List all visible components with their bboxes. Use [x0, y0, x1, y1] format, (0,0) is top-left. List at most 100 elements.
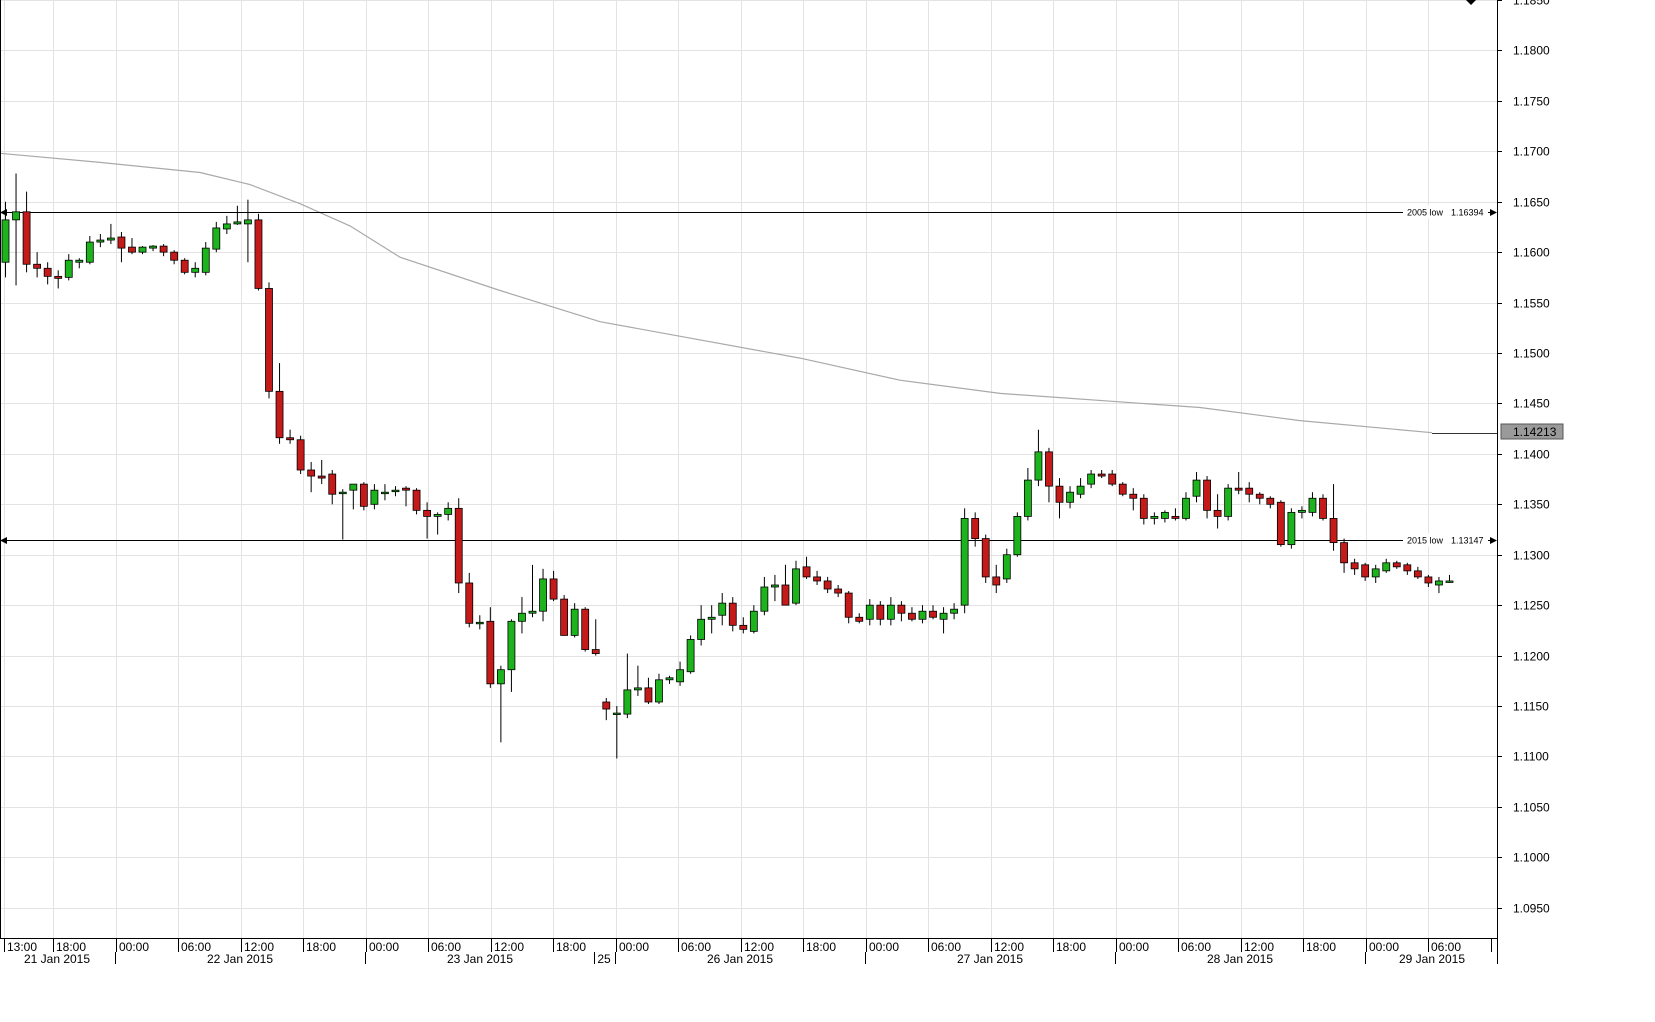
candle[interactable]	[338, 489, 347, 540]
candle[interactable]	[929, 605, 937, 620]
candle[interactable]	[1255, 492, 1264, 505]
candle[interactable]	[454, 498, 463, 594]
candle[interactable]	[865, 599, 874, 626]
candle[interactable]	[296, 435, 305, 475]
candle[interactable]	[1308, 492, 1317, 517]
candle[interactable]	[370, 484, 379, 510]
candle[interactable]	[1097, 470, 1106, 479]
candle[interactable]	[170, 250, 179, 265]
candle[interactable]	[802, 556, 811, 579]
candle[interactable]	[212, 221, 221, 253]
candle[interactable]	[676, 661, 684, 686]
candle[interactable]	[697, 605, 706, 646]
candle[interactable]	[381, 484, 389, 501]
candle[interactable]	[1150, 512, 1159, 525]
candle[interactable]	[254, 213, 263, 291]
candle[interactable]	[1445, 574, 1454, 583]
candle[interactable]	[1076, 478, 1085, 499]
candle[interactable]	[486, 607, 495, 688]
candle[interactable]	[507, 619, 516, 692]
candle[interactable]	[549, 570, 558, 602]
candle[interactable]	[22, 191, 31, 273]
candle[interactable]	[1161, 510, 1169, 523]
candle[interactable]	[1192, 472, 1201, 503]
candle[interactable]	[686, 635, 695, 674]
candle[interactable]	[149, 245, 157, 252]
candle[interactable]	[792, 560, 800, 606]
candle[interactable]	[813, 570, 821, 585]
candle[interactable]	[634, 665, 642, 696]
candle[interactable]	[54, 270, 63, 289]
candle[interactable]	[981, 534, 990, 583]
candle[interactable]	[1066, 486, 1074, 509]
candle[interactable]	[707, 605, 716, 634]
candle[interactable]	[1013, 512, 1022, 557]
candle[interactable]	[623, 653, 632, 719]
candle[interactable]	[180, 258, 189, 275]
candle[interactable]	[1129, 488, 1138, 511]
candle[interactable]	[191, 262, 200, 278]
candle[interactable]	[1182, 492, 1190, 521]
candle[interactable]	[823, 576, 832, 594]
candle[interactable]	[781, 564, 790, 606]
candle[interactable]	[412, 488, 421, 515]
candle[interactable]	[96, 233, 105, 248]
candle[interactable]	[718, 593, 727, 626]
candle[interactable]	[908, 607, 916, 622]
candle[interactable]	[518, 597, 526, 634]
candle[interactable]	[897, 601, 906, 622]
candle[interactable]	[834, 584, 843, 598]
candle[interactable]	[402, 486, 410, 507]
candle[interactable]	[1045, 447, 1053, 503]
candle[interactable]	[1023, 467, 1032, 521]
candle[interactable]	[1002, 548, 1011, 583]
candle[interactable]	[85, 236, 94, 265]
candle[interactable]	[33, 252, 42, 278]
candle[interactable]	[1319, 494, 1327, 521]
candle[interactable]	[307, 461, 316, 493]
candle[interactable]	[612, 706, 621, 759]
candle[interactable]	[1139, 494, 1148, 525]
candle[interactable]	[1287, 508, 1296, 549]
candle[interactable]	[1435, 576, 1443, 594]
candle[interactable]	[1298, 506, 1306, 519]
candle[interactable]	[1055, 478, 1064, 519]
candle[interactable]	[771, 574, 779, 602]
candle[interactable]	[391, 486, 400, 497]
candle[interactable]	[496, 665, 505, 743]
candle[interactable]	[433, 512, 442, 535]
candle[interactable]	[570, 603, 579, 638]
candle[interactable]	[971, 512, 980, 547]
candle[interactable]	[1245, 482, 1254, 503]
candle[interactable]	[1392, 560, 1401, 569]
candle[interactable]	[1403, 562, 1412, 575]
candle[interactable]	[317, 459, 326, 485]
candle[interactable]	[644, 677, 653, 705]
candle[interactable]	[591, 619, 600, 656]
candle[interactable]	[1266, 496, 1275, 509]
candle[interactable]	[286, 429, 294, 444]
candle[interactable]	[423, 502, 432, 539]
candle[interactable]	[1118, 482, 1127, 497]
candle[interactable]	[760, 576, 769, 616]
candle[interactable]	[75, 258, 84, 269]
candle[interactable]	[12, 173, 20, 286]
candle[interactable]	[581, 607, 590, 652]
candle[interactable]	[939, 607, 948, 634]
candle[interactable]	[844, 591, 853, 624]
candle[interactable]	[1034, 429, 1043, 487]
candle[interactable]	[1371, 564, 1380, 583]
candle[interactable]	[960, 508, 969, 614]
candle[interactable]	[1108, 470, 1117, 487]
candle[interactable]	[222, 215, 231, 234]
candle[interactable]	[855, 613, 864, 624]
candle[interactable]	[275, 363, 284, 444]
candle[interactable]	[265, 282, 273, 399]
candle[interactable]	[539, 568, 547, 622]
candle[interactable]	[117, 231, 126, 263]
candle[interactable]	[475, 615, 484, 630]
candle[interactable]	[128, 238, 136, 255]
candle[interactable]	[1203, 476, 1211, 519]
candle[interactable]	[1087, 470, 1096, 489]
candle[interactable]	[328, 470, 337, 505]
